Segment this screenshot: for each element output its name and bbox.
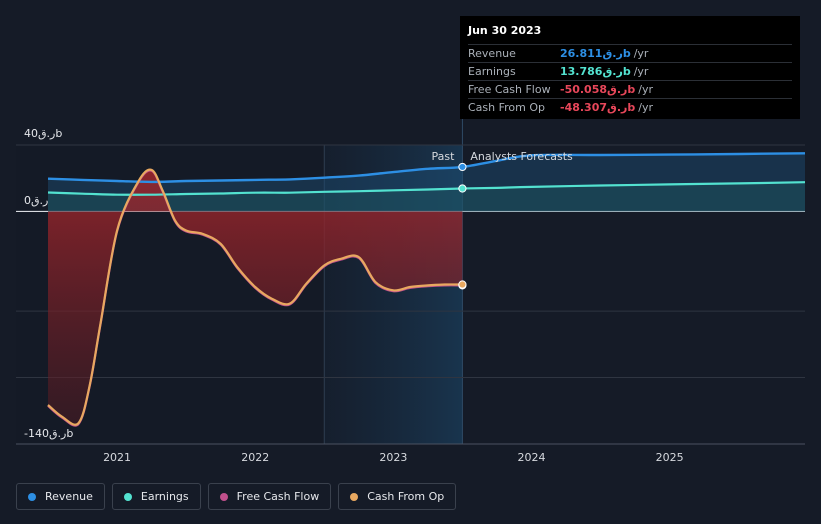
- y-tick-label-bottom: -140ر.قb: [24, 427, 73, 440]
- legend-label: Revenue: [45, 490, 93, 503]
- x-tick-label-2022: 2022: [241, 451, 269, 464]
- tooltip-row-label: Earnings: [468, 65, 516, 78]
- earnings-marker: [458, 184, 467, 193]
- x-tick-label-2024: 2024: [517, 451, 545, 464]
- tooltip-row: Earnings 13.786ر.قb/yr: [468, 62, 792, 80]
- tooltip: Jun 30 2023 Revenue 26.811ر.قb/yr Earnings…: [460, 16, 800, 119]
- legend-item-earnings[interactable]: Earnings: [111, 483, 201, 510]
- tooltip-row-value: 26.811ر.قb: [560, 47, 631, 60]
- legend-dot-icon: [123, 492, 132, 501]
- legend: Revenue Earnings Free Cash Flow Cash From O…: [16, 483, 457, 510]
- tooltip-row: Cash From Op -48.307ر.قb/yr: [468, 98, 792, 116]
- past-highlight-region: [324, 145, 463, 444]
- earnings-area: [48, 182, 805, 212]
- tooltip-row-value: 13.786ر.قb: [560, 65, 631, 78]
- cash-from-op-line: [47, 168, 463, 426]
- revenue-line: [47, 152, 806, 184]
- tooltip-row: Revenue 26.811ر.قb/yr: [468, 44, 792, 62]
- cfo-marker: [458, 280, 467, 289]
- legend-dot-icon: [350, 492, 359, 501]
- tooltip-date: Jun 30 2023: [468, 24, 542, 37]
- cash-flow-area: [48, 169, 463, 425]
- tooltip-row-label: Revenue: [468, 47, 516, 60]
- x-tick-label-2025: 2025: [656, 451, 684, 464]
- tooltip-row-label: Free Cash Flow: [468, 83, 551, 96]
- y-tick-label-top: 40ر.قb: [24, 127, 62, 140]
- earnings-line: [47, 181, 806, 196]
- legend-item-free-cash-flow[interactable]: Free Cash Flow: [207, 483, 332, 510]
- tooltip-row-value: -48.307ر.قb: [560, 101, 636, 114]
- legend-item-cash-from-op[interactable]: Cash From Op: [338, 483, 457, 510]
- legend-dot-icon: [219, 492, 228, 501]
- revenue-area: [48, 153, 805, 212]
- tooltip-row-unit: /yr: [633, 47, 649, 60]
- tooltip-row-value: -50.058ر.قb: [560, 83, 636, 96]
- legend-label: Cash From Op: [367, 490, 445, 503]
- x-tick-label-2021: 2021: [103, 451, 131, 464]
- past-label: Past: [431, 150, 455, 163]
- legend-item-revenue[interactable]: Revenue: [16, 483, 105, 510]
- tooltip-row-label: Cash From Op: [468, 101, 546, 114]
- tooltip-row-unit: /yr: [638, 83, 653, 96]
- revenue-marker: [458, 162, 467, 172]
- legend-label: Earnings: [140, 490, 189, 503]
- tooltip-row-unit: /yr: [638, 101, 653, 114]
- x-tick-label-2023: 2023: [379, 451, 407, 464]
- y-tick-label-zero: 0ر.ق: [24, 194, 48, 207]
- legend-label: Free Cash Flow: [236, 490, 320, 503]
- tooltip-row-unit: /yr: [633, 65, 649, 78]
- forecast-label: Analysts Forecasts: [470, 150, 573, 163]
- tooltip-row: Free Cash Flow -50.058ر.قb/yr: [468, 80, 792, 98]
- legend-dot-icon: [28, 492, 36, 501]
